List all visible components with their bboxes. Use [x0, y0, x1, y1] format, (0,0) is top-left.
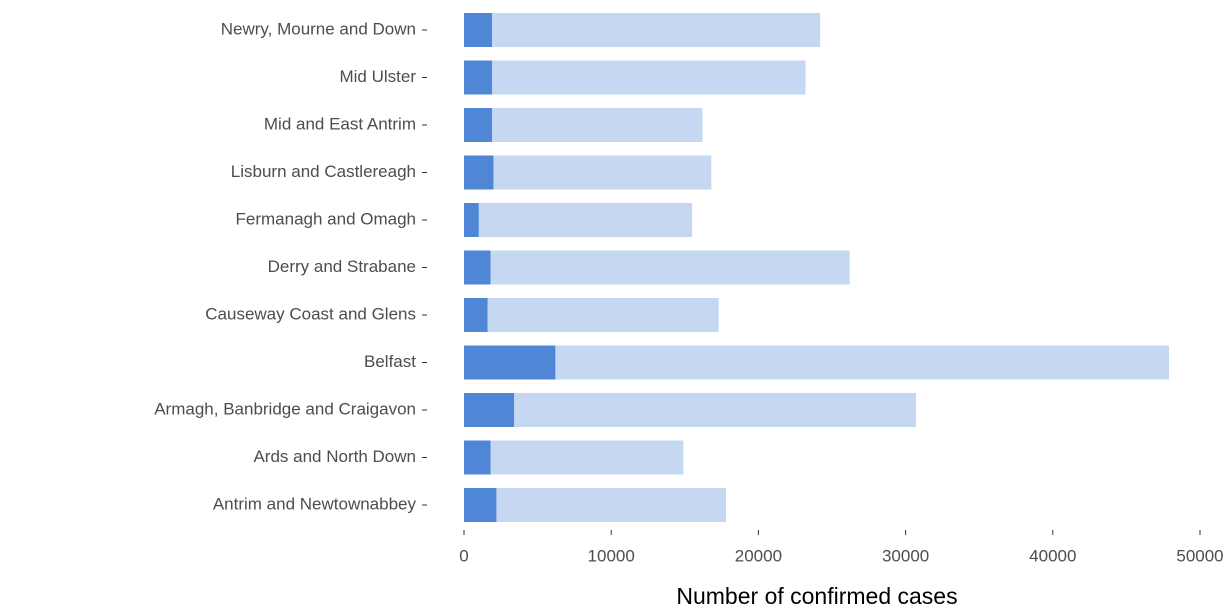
bar: [464, 393, 916, 427]
y-tick-label: Newry, Mourne and Down: [221, 19, 416, 38]
bar: [464, 440, 491, 475]
y-tick-label: Causeway Coast and Glens: [205, 304, 416, 323]
x-tick-label: 50000: [1176, 546, 1223, 565]
y-tick-label: Belfast: [364, 352, 416, 371]
y-tick-label: Armagh, Banbridge and Craigavon: [154, 399, 416, 418]
bar: [464, 440, 684, 475]
y-tick-label: Fermanagh and Omagh: [236, 209, 417, 228]
x-tick-label: 20000: [735, 546, 782, 565]
x-axis-title: Number of confirmed cases: [676, 583, 957, 609]
bar: [464, 298, 488, 332]
bar: [464, 345, 556, 380]
bar: [464, 155, 712, 190]
bar: [464, 60, 492, 95]
bar: [464, 108, 492, 142]
bar: [464, 298, 719, 332]
x-tick-label: 10000: [588, 546, 635, 565]
x-tick-label: 0: [459, 546, 468, 565]
bar: [464, 345, 1170, 380]
bar: [464, 393, 515, 427]
x-tick-label: 30000: [882, 546, 929, 565]
x-tick-label: 40000: [1029, 546, 1076, 565]
bar: [464, 13, 821, 47]
bar: [464, 155, 494, 190]
bar: [464, 250, 491, 285]
y-tick-label: Ards and North Down: [253, 447, 416, 466]
bar: [464, 488, 497, 522]
bar: [464, 203, 479, 237]
bar: [464, 250, 850, 285]
y-tick-label: Lisburn and Castlereagh: [231, 162, 416, 181]
y-tick-label: Antrim and Newtownabbey: [213, 494, 417, 513]
bar: [464, 488, 727, 522]
bar: [464, 60, 806, 95]
y-tick-label: Mid Ulster: [339, 67, 416, 86]
bar: [464, 108, 703, 142]
y-tick-label: Derry and Strabane: [268, 257, 416, 276]
y-tick-label: Mid and East Antrim: [264, 114, 416, 133]
bar: [464, 13, 492, 47]
bar: [464, 203, 693, 237]
